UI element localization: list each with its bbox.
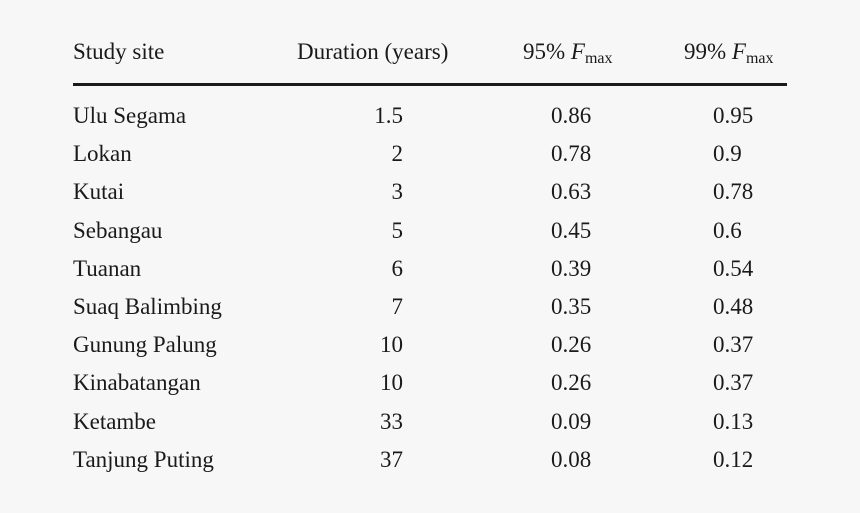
table-body: Ulu Segama 1.5 0.86 0.95 Lokan 2 0.78 0.9 Kuta… bbox=[73, 102, 787, 484]
cell-duration: 1.5 bbox=[374, 103, 403, 128]
table-row: Sebangau 5 0.45 0.6 bbox=[73, 217, 787, 255]
cell-f95: 0.35 bbox=[551, 293, 592, 319]
cell-site: Kutai bbox=[73, 179, 125, 205]
table-row: Gunung Palung 10 0.26 0.37 bbox=[73, 331, 787, 369]
table-row: Suaq Balimbing 7 0.35 0.48 bbox=[73, 293, 787, 331]
cell-site: Gunung Palung bbox=[73, 332, 217, 358]
table-row: Ulu Segama 1.5 0.86 0.95 bbox=[73, 102, 787, 140]
cell-site: Lokan bbox=[73, 141, 132, 167]
cell-f99: 0.37 bbox=[713, 370, 754, 396]
cell-f95: 0.08 bbox=[551, 446, 592, 472]
cell-f99: 0.13 bbox=[713, 408, 754, 434]
table-row: Lokan 2 0.78 0.9 bbox=[73, 140, 787, 178]
cell-duration: 3 bbox=[391, 179, 404, 205]
header-duration: Duration (years) bbox=[297, 39, 449, 64]
header-f95-sub: max bbox=[584, 50, 613, 67]
cell-f99: 0.37 bbox=[713, 332, 754, 358]
table-row: Kinabatangan 10 0.26 0.37 bbox=[73, 369, 787, 407]
cell-f95: 0.86 bbox=[551, 103, 592, 128]
cell-f95: 0.26 bbox=[551, 332, 592, 358]
header-f95-symbol: F bbox=[570, 39, 585, 64]
table-row: Tuanan 6 0.39 0.54 bbox=[73, 255, 787, 293]
header-f99-symbol: F bbox=[731, 39, 746, 64]
cell-site: Ketambe bbox=[73, 408, 157, 434]
cell-f99: 0.9 bbox=[713, 141, 742, 167]
header-study-site: Study site bbox=[73, 39, 165, 64]
cell-duration: 10 bbox=[380, 370, 403, 396]
header-f95: 95% Fmax bbox=[523, 38, 613, 73]
table-row: Kutai 3 0.63 0.78 bbox=[73, 178, 787, 216]
cell-site: Ulu Segama bbox=[73, 103, 187, 128]
cell-f95: 0.09 bbox=[551, 408, 592, 434]
header-f99-prefix: 99% bbox=[684, 39, 727, 64]
cell-f99: 0.12 bbox=[713, 446, 754, 472]
cell-f99: 0.78 bbox=[713, 179, 754, 205]
table-row: Tanjung Puting 37 0.08 0.12 bbox=[73, 446, 787, 484]
cell-duration: 2 bbox=[391, 141, 404, 167]
cell-f95: 0.63 bbox=[551, 179, 592, 205]
cell-duration: 10 bbox=[380, 332, 403, 358]
cell-f95: 0.78 bbox=[551, 141, 592, 167]
header-rule bbox=[73, 83, 787, 86]
table-header: Study site Duration (years) 95% Fmax 99%… bbox=[73, 38, 787, 72]
cell-site: Tanjung Puting bbox=[73, 446, 214, 472]
cell-f99: 0.48 bbox=[713, 293, 754, 319]
cell-site: Suaq Balimbing bbox=[73, 293, 222, 319]
header-f95-prefix: 95% bbox=[523, 39, 566, 64]
header-f99-sub: max bbox=[745, 50, 774, 67]
cell-f99: 0.95 bbox=[713, 103, 754, 128]
cell-duration: 6 bbox=[391, 255, 404, 281]
cell-duration: 5 bbox=[391, 217, 404, 243]
table-row: Ketambe 33 0.09 0.13 bbox=[73, 408, 787, 446]
cell-duration: 33 bbox=[380, 408, 403, 434]
cell-site: Kinabatangan bbox=[73, 370, 201, 396]
cell-site: Tuanan bbox=[73, 255, 142, 281]
cell-f99: 0.54 bbox=[713, 255, 754, 281]
cell-f99: 0.6 bbox=[713, 217, 742, 243]
cell-f95: 0.39 bbox=[551, 255, 592, 281]
cell-duration: 7 bbox=[391, 293, 404, 319]
header-f99: 99% Fmax bbox=[684, 38, 774, 73]
cell-f95: 0.45 bbox=[551, 217, 592, 243]
cell-f95: 0.26 bbox=[551, 370, 592, 396]
cell-site: Sebangau bbox=[73, 217, 163, 243]
cell-duration: 37 bbox=[380, 446, 403, 472]
